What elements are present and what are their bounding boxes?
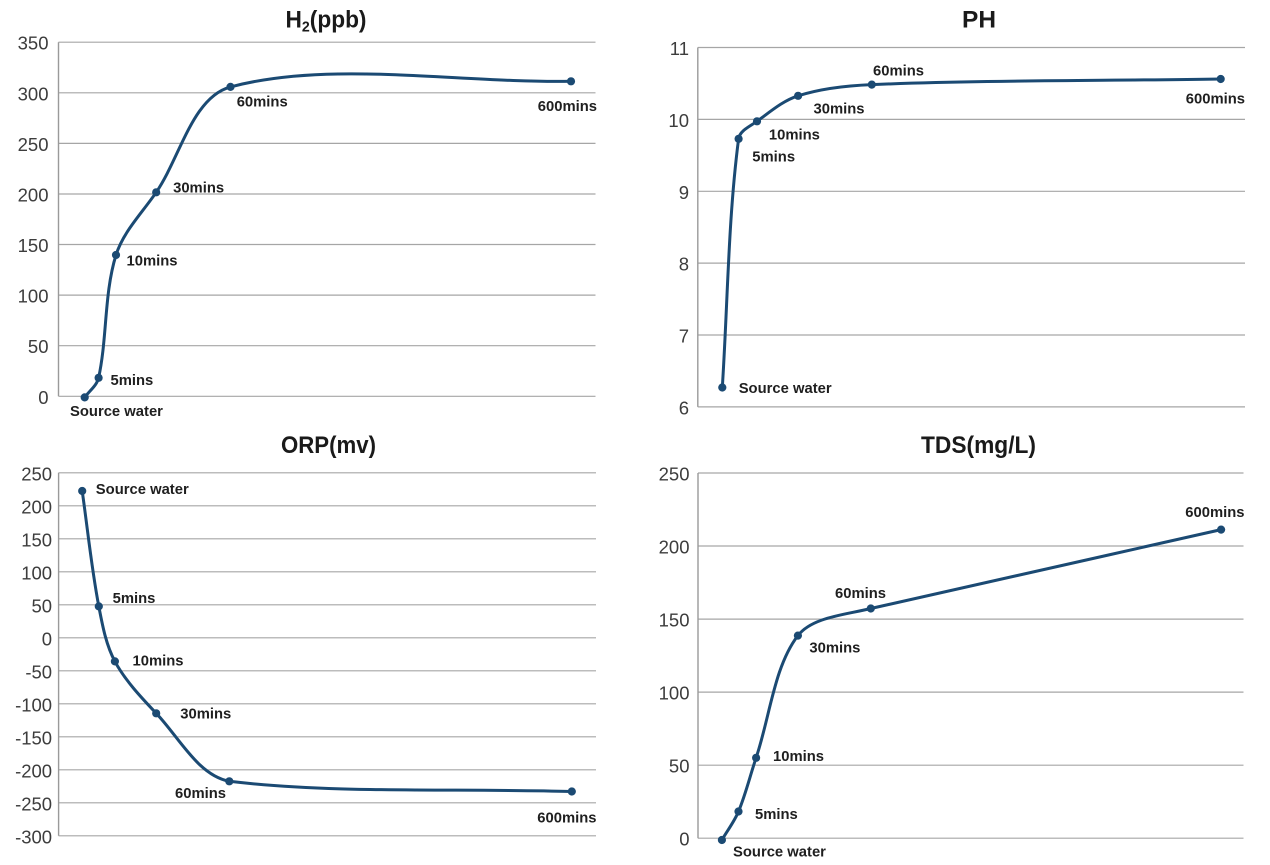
svg-text:30mins: 30mins — [809, 641, 860, 657]
svg-text:50: 50 — [669, 756, 690, 777]
svg-text:7: 7 — [679, 326, 689, 347]
svg-text:150: 150 — [21, 529, 52, 550]
svg-text:Source water: Source water — [739, 381, 832, 397]
svg-text:100: 100 — [18, 286, 49, 307]
svg-text:PH: PH — [962, 7, 996, 34]
svg-text:600mins: 600mins — [538, 99, 597, 115]
svg-text:200: 200 — [21, 496, 52, 517]
svg-text:5mins: 5mins — [755, 807, 798, 823]
svg-text:60mins: 60mins — [175, 786, 226, 802]
svg-text:Source water: Source water — [96, 482, 189, 498]
svg-text:600mins: 600mins — [537, 811, 596, 827]
svg-text:200: 200 — [659, 537, 690, 558]
svg-text:60mins: 60mins — [237, 95, 288, 111]
svg-text:0: 0 — [42, 628, 52, 649]
svg-text:H2(ppb): H2(ppb) — [286, 7, 367, 36]
svg-text:-200: -200 — [15, 760, 52, 781]
svg-text:250: 250 — [659, 464, 690, 485]
svg-text:50: 50 — [32, 595, 53, 616]
svg-text:5mins: 5mins — [113, 591, 156, 607]
svg-text:0: 0 — [679, 829, 689, 850]
svg-text:-250: -250 — [15, 793, 52, 814]
svg-text:250: 250 — [21, 463, 52, 484]
svg-text:5mins: 5mins — [752, 150, 795, 166]
svg-text:30mins: 30mins — [180, 707, 231, 723]
svg-text:350: 350 — [18, 33, 49, 54]
svg-text:6: 6 — [679, 397, 689, 418]
svg-text:30mins: 30mins — [173, 181, 224, 197]
svg-text:600mins: 600mins — [1185, 505, 1244, 521]
svg-text:10mins: 10mins — [769, 127, 820, 143]
svg-text:50: 50 — [28, 336, 49, 357]
svg-text:250: 250 — [18, 134, 49, 155]
svg-text:-100: -100 — [15, 694, 52, 715]
svg-text:8: 8 — [679, 254, 689, 275]
svg-text:Source water: Source water — [733, 845, 826, 861]
svg-text:ORP(mv): ORP(mv) — [281, 432, 376, 459]
svg-text:11: 11 — [670, 38, 689, 59]
svg-text:5mins: 5mins — [111, 373, 154, 389]
svg-text:-150: -150 — [15, 727, 52, 748]
svg-text:200: 200 — [18, 185, 49, 206]
svg-text:150: 150 — [659, 610, 690, 631]
svg-text:30mins: 30mins — [814, 102, 865, 118]
svg-text:600mins: 600mins — [1186, 92, 1245, 108]
svg-text:10mins: 10mins — [133, 654, 184, 670]
svg-text:TDS(mg/L): TDS(mg/L) — [921, 432, 1036, 459]
svg-text:10mins: 10mins — [127, 254, 178, 270]
svg-text:60mins: 60mins — [873, 63, 924, 79]
svg-text:300: 300 — [18, 83, 49, 104]
svg-text:150: 150 — [18, 235, 49, 256]
svg-text:-300: -300 — [15, 826, 52, 847]
svg-text:10mins: 10mins — [773, 749, 824, 765]
svg-text:60mins: 60mins — [835, 586, 886, 602]
svg-text:0: 0 — [38, 387, 48, 408]
svg-text:10: 10 — [668, 110, 689, 131]
svg-text:Source water: Source water — [70, 404, 163, 420]
svg-text:9: 9 — [679, 182, 689, 203]
svg-text:100: 100 — [21, 562, 52, 583]
svg-text:-50: -50 — [25, 661, 52, 682]
svg-text:100: 100 — [659, 683, 690, 704]
